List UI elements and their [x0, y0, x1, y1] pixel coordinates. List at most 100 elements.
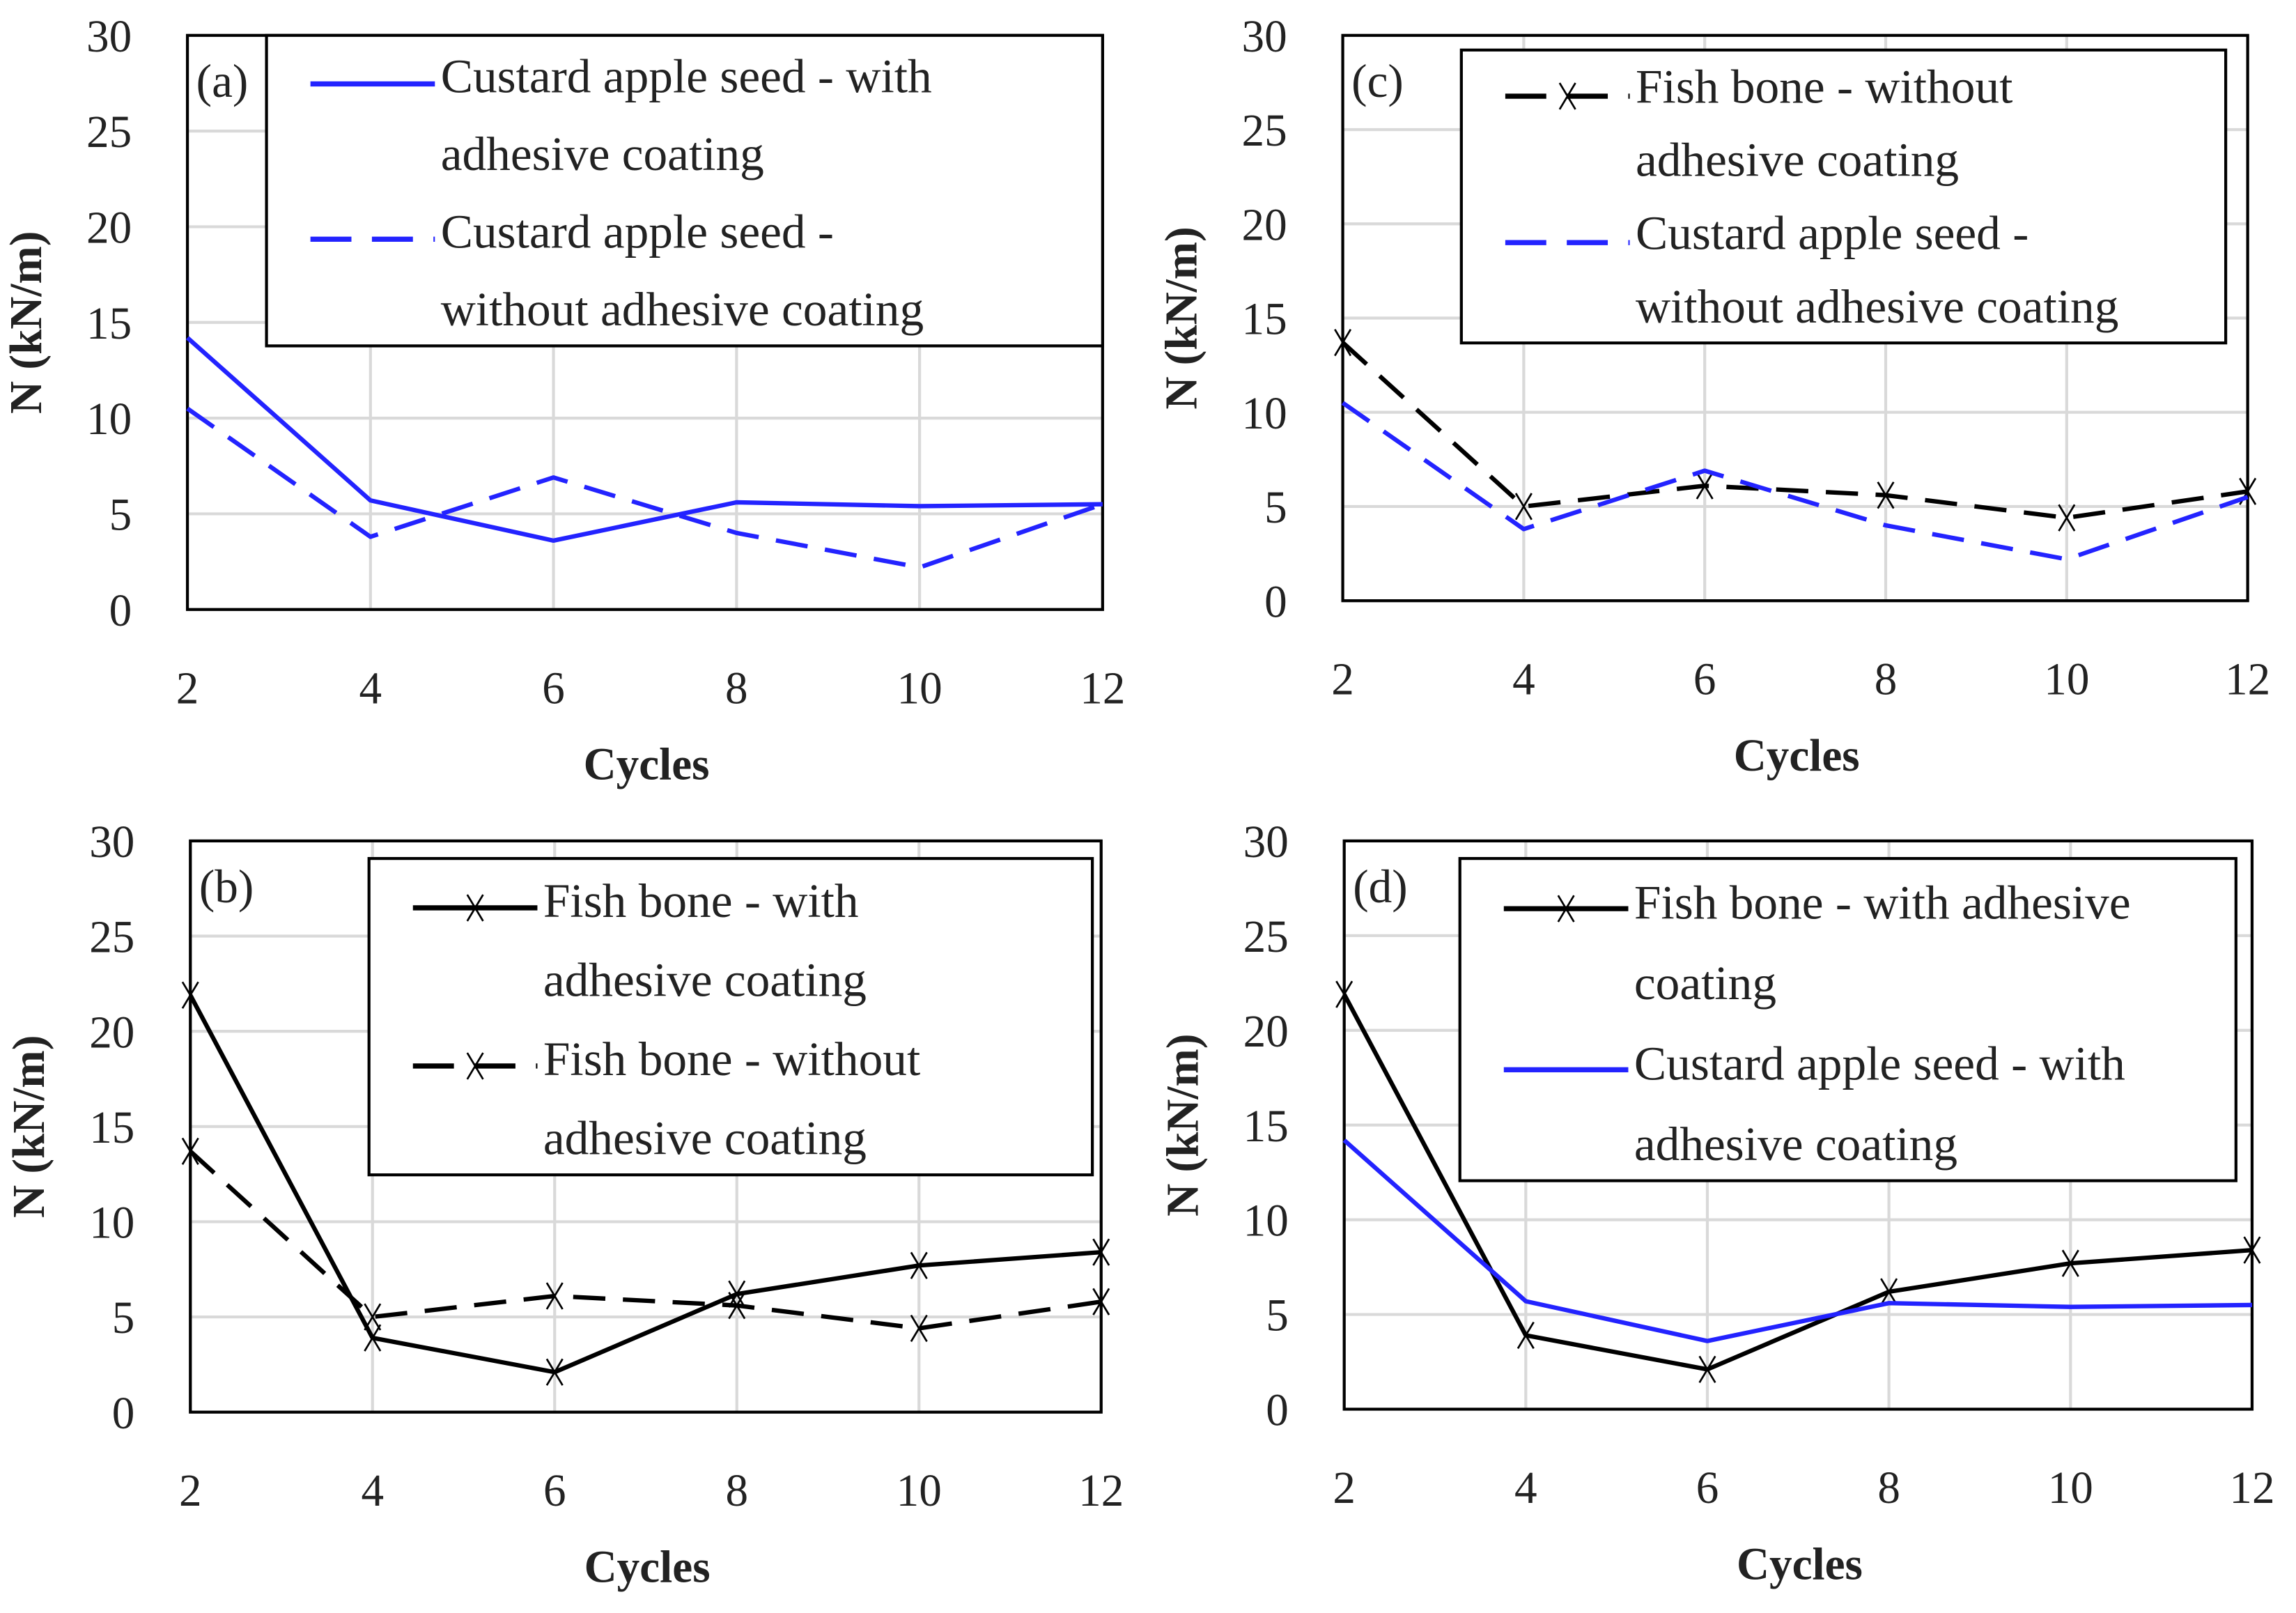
- legend-box: [367, 857, 1094, 1177]
- legend-label: Fish bone - without: [1636, 60, 2012, 114]
- legend-label: adhesive coating: [1634, 1118, 1957, 1171]
- legend-box: [265, 33, 1104, 348]
- data-point-marker: [545, 1358, 564, 1386]
- legend-label: adhesive coating: [1636, 134, 1959, 187]
- y-tick-label: 0: [1264, 577, 1287, 627]
- x-tick-label: 2: [179, 1466, 202, 1516]
- y-tick-label: 15: [89, 1103, 134, 1153]
- series-line-0: [185, 336, 1103, 543]
- legend-label: adhesive coating: [543, 1112, 867, 1166]
- data-point-marker: [545, 1282, 564, 1310]
- data-point-marker: [364, 1303, 382, 1331]
- data-point-marker: [2058, 504, 2076, 532]
- panel-label: (a): [196, 55, 249, 107]
- x-axis-title: Cycles: [584, 740, 710, 790]
- panel-label: (b): [199, 860, 254, 913]
- data-point-marker: [2061, 1249, 2079, 1277]
- x-axis-title: Cycles: [1737, 1539, 1863, 1589]
- series-line-1: [1342, 1139, 2252, 1343]
- plot-area-border: [189, 839, 1103, 1414]
- legend-marker-icon: [1558, 82, 1576, 110]
- data-point-marker: [1092, 1288, 1110, 1315]
- legend-marker-icon: [1557, 895, 1575, 923]
- x-tick-label: 10: [2048, 1463, 2093, 1513]
- x-tick-label: 4: [359, 663, 382, 713]
- chart-panel-b: 0 5 10 15 20 25 30 2 4 6 8 10 12 Cycles N (kN/m) (b) Fis…: [4, 817, 1124, 1593]
- x-tick-label: 10: [2044, 655, 2089, 705]
- x-tick-label: 2: [1333, 1463, 1356, 1513]
- legend-label: without adhesive coating: [1636, 280, 2118, 334]
- data-point-marker: [364, 1324, 382, 1352]
- legend-label: adhesive coating: [543, 954, 867, 1008]
- data-point-marker: [1514, 493, 1533, 520]
- legend-box: [1459, 48, 2228, 345]
- legend: Custard apple seed - with adhesive coatin…: [265, 33, 1104, 348]
- y-tick-label: 25: [1243, 912, 1289, 962]
- y-tick-label: 0: [112, 1389, 135, 1439]
- y-tick-label: 25: [89, 913, 134, 963]
- panel-label: (c): [1351, 55, 1404, 107]
- legend-label: Fish bone - without: [543, 1033, 920, 1086]
- y-tick-label: 5: [1266, 1291, 1289, 1341]
- data-point-marker: [1335, 980, 1353, 1008]
- y-tick-label: 20: [1243, 1007, 1289, 1057]
- y-tick-label: 10: [1242, 389, 1287, 439]
- x-tick-label: 8: [725, 663, 748, 713]
- data-point-marker: [910, 1314, 928, 1343]
- y-tick-label: 0: [1266, 1386, 1289, 1436]
- x-tick-label: 8: [1875, 655, 1898, 705]
- y-tick-label: 30: [1242, 12, 1287, 62]
- chart-panel-c: 0 5 10 15 20 25 30 2 4 6 8 10 12 Cycles N (kN/m) (c) Fis…: [1156, 12, 2270, 781]
- series-line-1: [1341, 401, 2249, 562]
- series-line-0: [1341, 341, 2249, 520]
- legend-label: Fish bone - with adhesive: [1634, 876, 2131, 929]
- y-tick-label: 0: [109, 586, 132, 636]
- data-point-marker: [728, 1280, 746, 1308]
- legend-box: [1458, 857, 2237, 1182]
- x-tick-label: 6: [1693, 655, 1716, 705]
- legend-label: coating: [1634, 957, 1776, 1010]
- chart-panel-d: 0 5 10 15 20 25 30 2 4 6 8 10 12 Cycles N (kN/m) (d) Fis…: [1158, 817, 2274, 1589]
- legend: Fish bone - with adhesive coating Custard …: [1458, 857, 2237, 1182]
- x-tick-label: 12: [1078, 1466, 1124, 1516]
- legend: Fish bone - without adhesive coating Custa…: [1459, 48, 2228, 345]
- data-point-marker: [1517, 1321, 1535, 1350]
- y-tick-label: 5: [112, 1293, 135, 1343]
- x-tick-label: 10: [897, 1466, 942, 1516]
- data-point-marker: [1092, 1238, 1110, 1266]
- legend-marker-icon: [466, 894, 484, 922]
- data-point-marker: [181, 1137, 199, 1165]
- x-axis-title: Cycles: [584, 1543, 711, 1593]
- x-tick-label: 6: [1696, 1463, 1719, 1513]
- legend-label: Custard apple seed -: [1636, 207, 2029, 261]
- data-point-marker: [1880, 1278, 1898, 1306]
- y-tick-label: 20: [1242, 200, 1287, 250]
- y-tick-label: 20: [89, 1008, 134, 1058]
- legend: Fish bone - with adhesive coating Fish bon…: [367, 857, 1094, 1177]
- series-line-0: [188, 994, 1101, 1375]
- x-tick-label: 4: [361, 1466, 384, 1516]
- y-tick-label: 15: [1243, 1102, 1289, 1152]
- chart-panel-a: 0 5 10 15 20 25 30 2 4 6 8 10 12 Cycles N (kN/m) (a) Cus…: [1, 12, 1126, 790]
- x-tick-label: 10: [897, 663, 943, 713]
- y-tick-label: 20: [86, 203, 132, 254]
- x-tick-label: 12: [2229, 1463, 2274, 1513]
- plot-area-border: [1341, 33, 2249, 603]
- legend-marker-icon: [466, 1052, 484, 1080]
- legend-label: Fish bone - with: [543, 874, 859, 928]
- y-axis-title: N (kN/m): [1, 231, 52, 414]
- data-point-marker: [1877, 481, 1895, 509]
- y-tick-label: 10: [1243, 1196, 1289, 1247]
- legend-label: adhesive coating: [441, 128, 764, 181]
- y-tick-label: 5: [109, 491, 132, 541]
- x-tick-label: 8: [1877, 1463, 1900, 1513]
- data-point-marker: [2243, 1236, 2261, 1264]
- x-tick-label: 12: [2225, 655, 2270, 705]
- series-line-0: [1342, 993, 2253, 1372]
- data-point-marker: [910, 1251, 928, 1279]
- y-tick-label: 15: [1242, 295, 1287, 345]
- data-point-marker: [1696, 472, 1714, 500]
- x-tick-label: 8: [725, 1466, 748, 1516]
- y-tick-label: 25: [86, 107, 132, 157]
